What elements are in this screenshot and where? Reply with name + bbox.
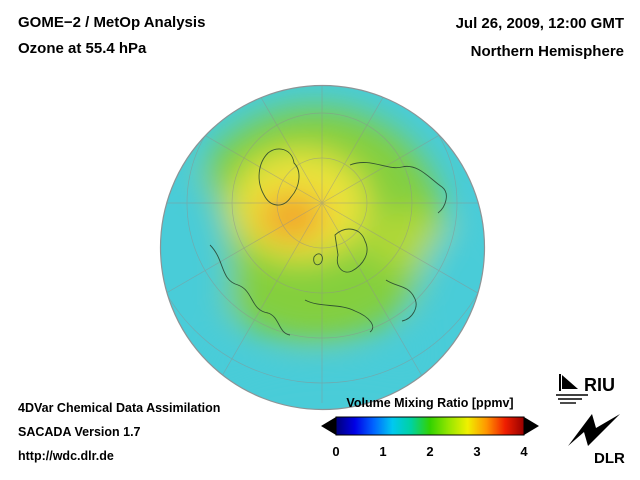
colorbar-left-arrow xyxy=(321,417,336,435)
coastline-caspian xyxy=(385,279,417,322)
coastline-britain xyxy=(313,253,323,266)
colorbar-tick-labels: 0 1 2 3 4 xyxy=(320,442,540,459)
credit-line-2: SACADA Version 1.7 xyxy=(18,425,141,439)
title-line-2: Ozone at 55.4 hPa xyxy=(18,40,147,57)
riu-sail-icon xyxy=(562,375,578,389)
colorbar-svg xyxy=(321,416,539,436)
dlr-logo-text: DLR xyxy=(594,450,625,466)
colorbar-right-arrow xyxy=(524,417,539,435)
colorbar-title: Volume Mixing Ratio [ppmv] xyxy=(346,396,514,410)
colorbar-tick: 3 xyxy=(473,444,481,459)
colorbar-tick: 2 xyxy=(426,444,434,459)
dlr-emblem-icon xyxy=(568,414,620,446)
hemisphere-text: Northern Hemisphere xyxy=(470,43,624,60)
meridian-line xyxy=(221,85,323,204)
datetime-block: Jul 26, 2009, 12:00 GMT Northern Hemisph… xyxy=(456,10,624,66)
meridian-line xyxy=(321,85,423,204)
datetime-text: Jul 26, 2009, 12:00 GMT xyxy=(455,15,624,32)
riu-logo-text: RIU xyxy=(584,375,615,395)
coastlines xyxy=(209,148,447,336)
globe-svg xyxy=(159,84,486,411)
dlr-logo: DLR xyxy=(566,410,628,471)
graticule xyxy=(160,85,485,403)
dlr-logo-svg: DLR xyxy=(568,414,625,467)
colorbar-tick: 0 xyxy=(332,444,340,459)
meridian-line xyxy=(221,202,323,377)
credit-line-1: 4DVar Chemical Data Assimilation xyxy=(18,401,221,415)
coastline-greenland xyxy=(258,148,300,206)
globe-map xyxy=(150,75,495,420)
globe-rim xyxy=(159,84,486,411)
meridian-line xyxy=(160,202,323,304)
colorbar-tick: 1 xyxy=(379,444,387,459)
coastline-mediterranean xyxy=(304,299,374,333)
coastline-scandinavia xyxy=(334,228,368,273)
credit-url: http://wdc.dlr.de xyxy=(18,449,114,463)
colorbar-tick: 4 xyxy=(520,444,528,459)
colorbar-gradient-bar xyxy=(335,416,525,436)
riu-logo-svg: RIU xyxy=(556,374,615,404)
title-line-1: GOME−2 / MetOp Analysis xyxy=(18,14,206,31)
coastline-north-america xyxy=(209,244,291,336)
riu-logo: RIU xyxy=(554,372,632,409)
ozone-field-cyan-bottom-limb xyxy=(205,362,465,410)
meridian-line xyxy=(321,202,485,304)
colorbar: Volume Mixing Ratio [ppmv] xyxy=(320,396,540,459)
title-block: GOME−2 / MetOp Analysis Ozone at 55.4 hP… xyxy=(18,10,205,62)
coastline-siberia xyxy=(349,162,447,214)
ozone-field-cyan-left-limb xyxy=(160,165,230,385)
credits-block: 4DVar Chemical Data Assimilation SACADA … xyxy=(18,396,220,468)
